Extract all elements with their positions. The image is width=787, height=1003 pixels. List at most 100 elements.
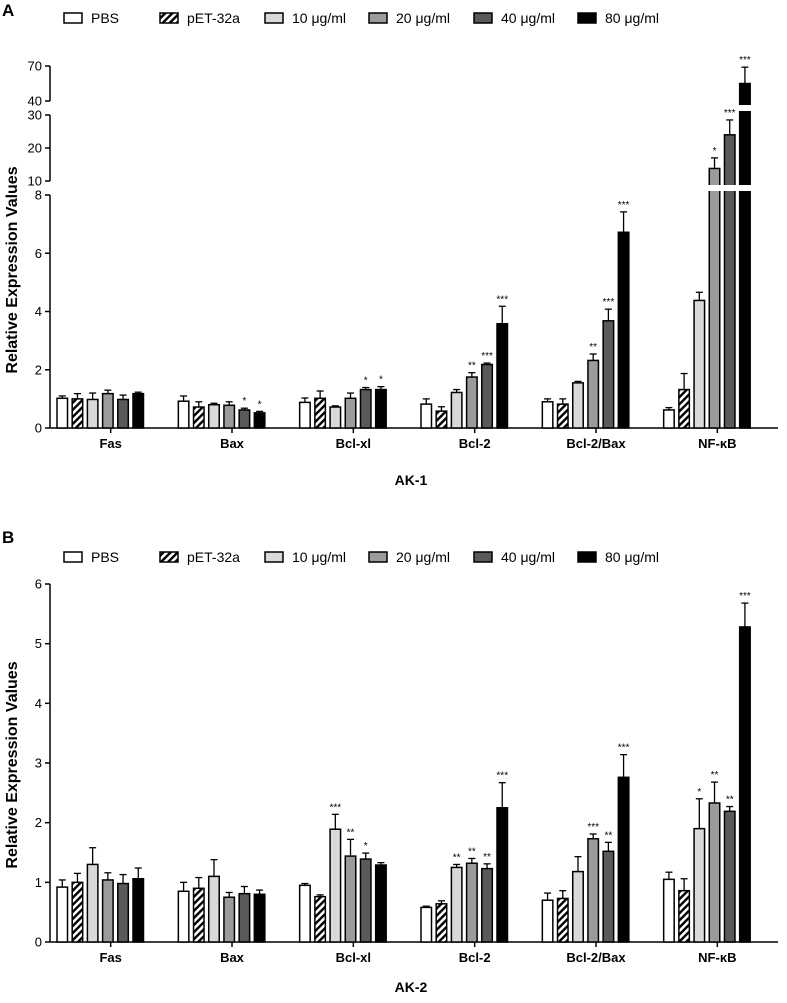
bar-bcl-2-pet-32a: [435, 903, 448, 943]
legend-swatch-80-ug-ml: [577, 12, 597, 24]
bar-bcl-2-bax-10-ug-ml: [571, 382, 584, 429]
bar-fas-80-ug-ml: [132, 878, 145, 943]
y-tick-label: 20: [28, 141, 42, 156]
bar-fas-10-ug-ml: [86, 398, 99, 429]
significance-marker: *: [713, 146, 717, 157]
bar-nf-kb-10-ug-ml: [693, 299, 706, 429]
bar-nf-kb-pbs: [662, 878, 675, 943]
y-tick-label: 5: [35, 636, 42, 651]
bar-bax-20-ug-ml: [223, 896, 236, 943]
bar-bcl-2-bax-40-ug-ml: [602, 850, 615, 943]
significance-marker: **: [589, 342, 597, 353]
legend-swatch-20-ug-ml: [368, 12, 388, 24]
bar-bcl-2-80-ug-ml: [496, 322, 509, 429]
panel-a-y-axis-title: Relative Expression Values: [4, 166, 21, 373]
bar-fas-10-ug-ml: [86, 863, 99, 943]
bar-bcl-xl-pbs: [298, 884, 311, 943]
legend-label-20-ug-ml: 20 μg/ml: [396, 10, 450, 26]
y-tick-label: 2: [35, 815, 42, 830]
bar-bcl-2-bax-pet-32a: [556, 403, 569, 429]
y-tick-label: 4: [35, 304, 42, 319]
axis-break-gap: [51, 105, 779, 111]
significance-marker: ***: [603, 297, 615, 308]
category-label-nf-kb: NF-κB: [698, 436, 736, 451]
significance-marker: ***: [329, 802, 341, 813]
bar-bax-20-ug-ml: [223, 404, 236, 429]
bar-bcl-2-bax-20-ug-ml: [587, 838, 600, 943]
y-tick-label: 30: [28, 108, 42, 123]
legend-label-pbs: PBS: [91, 10, 119, 26]
panel-a-x-axis-title: AK-1: [395, 472, 428, 488]
y-tick-label: 10: [28, 174, 42, 189]
panel-b-legend: PBS pET-32a 10 μg/ml 20 μg/ml 40 μg/ml 80 μg/…: [63, 549, 659, 565]
y-tick-label: 6: [35, 246, 42, 261]
legend-label-80-ug-ml: 80 μg/ml: [605, 549, 659, 565]
legend-swatch-10-ug-ml: [264, 551, 284, 563]
bar-bcl-2-40-ug-ml: [481, 867, 494, 943]
bar-bax-pet-32a: [192, 406, 205, 429]
bar-bcl-xl-10-ug-ml: [329, 828, 342, 943]
bar-nf-kb-80-ug-ml: [738, 626, 751, 943]
legend-swatch-40-ug-ml: [473, 12, 493, 24]
significance-marker: **: [483, 852, 491, 863]
significance-marker: **: [468, 361, 476, 372]
panel-a-bars: * ** ************************: [51, 55, 779, 429]
bar-bcl-2-pbs: [420, 403, 433, 429]
legend-swatch-10-ug-ml: [264, 12, 284, 24]
significance-marker: *: [697, 787, 701, 798]
bar-bcl-2-pbs: [420, 906, 433, 943]
y-tick-label: 4: [35, 696, 42, 711]
bar-bcl-xl-pet-32a: [314, 895, 327, 943]
panel-b-letter: B: [2, 528, 14, 547]
bar-bcl-2-20-ug-ml: [465, 376, 478, 429]
bar-bcl-2-bax-pbs: [541, 899, 554, 943]
legend-swatch-40-ug-ml: [473, 551, 493, 563]
legend-label-10-ug-ml: 10 μg/ml: [292, 10, 346, 26]
bar-bcl-2-bax-80-ug-ml: [617, 231, 630, 429]
bar-bcl-2-80-ug-ml: [496, 807, 509, 943]
legend-swatch-pet-32a: [159, 12, 179, 24]
bar-nf-kb-20-ug-ml: [708, 802, 721, 943]
bar-nf-kb-40-ug-ml: [723, 810, 736, 943]
legend-label-20-ug-ml: 20 μg/ml: [396, 549, 450, 565]
bar-bax-40-ug-ml: [238, 892, 251, 943]
bar-fas-pet-32a: [71, 398, 84, 429]
panel-b-x-axis-title: AK-2: [395, 979, 428, 995]
panel-a-legend: PBS pET-32a 10 μg/ml 20 μg/ml 40 μg/ml 80 μg/…: [63, 10, 659, 26]
panel-b-axes: 0 1 2 3 4 5 6 Fas Bax Bcl-xl Bcl-2 Bcl-2/Bax NF-κB: [35, 577, 778, 965]
significance-marker: ***: [618, 743, 630, 754]
bar-bcl-xl-pbs: [298, 401, 311, 429]
significance-marker: ***: [739, 591, 751, 602]
category-label-bcl-2: Bcl-2: [459, 436, 491, 451]
bar-bax-pet-32a: [192, 887, 205, 943]
bar-bax-10-ug-ml: [207, 875, 220, 943]
bar-fas-20-ug-ml: [101, 879, 114, 943]
bar-nf-kb-80-ug-ml: [738, 82, 751, 429]
bar-bcl-xl-40-ug-ml: [359, 388, 372, 429]
significance-marker: **: [711, 770, 719, 781]
significance-marker: **: [726, 795, 734, 806]
significance-marker: ***: [496, 771, 508, 782]
bar-nf-kb-40-ug-ml: [723, 134, 736, 429]
category-label-bcl-xl: Bcl-xl: [336, 436, 371, 451]
significance-marker: *: [242, 396, 246, 407]
bar-bcl-xl-20-ug-ml: [344, 397, 357, 429]
significance-marker: **: [347, 827, 355, 838]
y-tick-label: 2: [35, 362, 42, 377]
category-label-fas: Fas: [99, 950, 121, 965]
category-label-bcl-2-bax: Bcl-2/Bax: [566, 436, 626, 451]
bar-bcl-2-10-ug-ml: [450, 866, 463, 943]
significance-marker: **: [468, 846, 476, 857]
y-tick-label: 3: [35, 756, 42, 771]
bar-bcl-2-bax-10-ug-ml: [571, 870, 584, 943]
significance-marker: **: [604, 830, 612, 841]
bar-bcl-xl-pet-32a: [314, 397, 327, 429]
legend-label-pbs: PBS: [91, 549, 119, 565]
category-label-fas: Fas: [99, 436, 121, 451]
bar-bcl-2-pet-32a: [435, 410, 448, 429]
bar-fas-20-ug-ml: [101, 392, 114, 429]
legend-label-40-ug-ml: 40 μg/ml: [501, 549, 555, 565]
significance-marker: *: [379, 375, 383, 386]
bar-fas-pbs: [56, 397, 69, 429]
y-tick-label: 8: [35, 188, 42, 203]
